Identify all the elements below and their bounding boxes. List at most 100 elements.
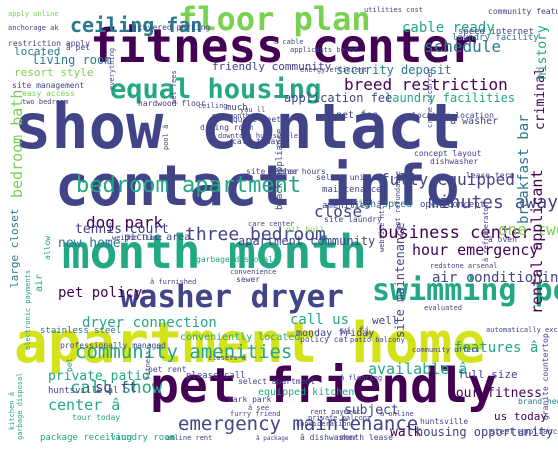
word-online-rent: online rent	[166, 434, 212, 442]
word-huntsville-al: huntsville al	[48, 386, 118, 396]
word-much: much	[226, 103, 248, 113]
word-speed-internet: speed internet	[458, 27, 534, 37]
word-call-show: call show	[70, 378, 163, 398]
word-site-management: site management	[12, 81, 84, 90]
word-concept-layout: energy efficient	[300, 66, 367, 74]
word-us-today: us today	[494, 410, 547, 423]
word-anchorage-ak: anchorage ak	[8, 24, 59, 32]
word-located: located	[14, 45, 60, 58]
word-show-contact: show contact	[14, 90, 462, 163]
word-ceiling-fan: ceiling fan	[70, 13, 202, 37]
word-electronic-payments: electronic payments	[24, 270, 32, 350]
word-everything: â package	[256, 435, 289, 442]
word-you-ll: call today	[232, 137, 280, 146]
word-subject: subject	[344, 403, 399, 418]
word-pet-rent: rent payment	[310, 408, 361, 416]
word-hour-emergency: hour emergency	[412, 241, 538, 259]
word-walk: walk	[390, 425, 421, 440]
word-downtown-huntsville: sewer	[236, 275, 260, 284]
word-amenities: amenities â	[322, 201, 382, 211]
word-call-today: downtown huntsville	[218, 132, 298, 140]
word-office-hours: office hours	[268, 167, 326, 176]
word-bedroom-bath: bedroom bath	[8, 90, 26, 198]
word-lease-term: location location	[412, 111, 494, 120]
word-flooring: furry friend	[230, 410, 281, 418]
word-tennis-court: tennis court	[75, 222, 169, 237]
word-criminal: criminal	[533, 67, 548, 130]
word-equipped-kitchen: equipped kitchen	[258, 387, 354, 398]
word-conveniently-located: conveniently located	[180, 332, 300, 343]
word-redstone-arsenal: concept layout	[414, 149, 482, 158]
word-care-center: community offers	[412, 346, 479, 354]
word-black-appliance: black appliance	[275, 129, 285, 210]
word-allow: allow	[43, 236, 52, 260]
word-available: available â	[368, 360, 467, 378]
word-not-refundable: weight limit	[112, 234, 163, 242]
word-air: air	[34, 274, 45, 292]
word-emergency-maintenance: emergency maintenance	[178, 413, 418, 435]
word-sq-ft: sq ft	[95, 380, 137, 396]
word-close: close	[314, 202, 362, 221]
word-per-month: per month	[212, 112, 250, 120]
word-automatically-exclude: patio balcony	[350, 336, 405, 344]
word-a-pet: â pet	[66, 43, 90, 52]
word-furnished: â online	[380, 410, 414, 418]
word-apartment-community: apartment community	[238, 234, 375, 248]
word-online: consideration	[296, 420, 351, 428]
word-minutes-away: minutes away	[428, 192, 558, 213]
word-pet-fee: pet fee	[336, 110, 378, 121]
word-select-unit: select unit	[316, 173, 369, 182]
word-community-amenities: community amenities	[75, 341, 292, 363]
word-granite-countertop: granite countertop	[541, 333, 550, 420]
word-fitness-center: fitness center	[90, 19, 478, 73]
word-utilities-cost: utilities cost	[364, 6, 423, 14]
word-site-washer: site washer	[246, 167, 299, 176]
word-brand-new: brand new	[518, 397, 558, 406]
word-refrigerator: redstone arsenal	[430, 262, 497, 270]
word-kitchen: tour today	[72, 413, 120, 422]
word-rental-applicant: rental applicant	[528, 170, 546, 315]
word-restriction-apply: restriction apply	[8, 39, 90, 48]
word-washer-dryer: washer dryer	[120, 279, 344, 315]
word-patio-balcony: steel appliance	[490, 427, 558, 436]
word-well: well	[372, 314, 399, 327]
word-full-size: full size	[458, 368, 518, 381]
word-breed-restriction: breed restriction	[344, 75, 508, 94]
word-contact-info: contact info	[55, 154, 460, 219]
word-housing-opportunity: housing opportunity	[416, 425, 553, 439]
word-square-feet: square feet	[228, 115, 281, 124]
word-maintenance: maintenance	[322, 185, 382, 195]
word-package: â cable	[274, 38, 304, 46]
word-easy-access: easy access	[22, 89, 75, 98]
word-fully-equipped: fully equipped	[380, 170, 515, 189]
word-month-lease: month lease	[340, 433, 393, 442]
word-tour-today: kitchen â	[8, 392, 16, 430]
word-community-features: community features	[488, 7, 558, 16]
word-cable-ready: cable ready	[402, 20, 495, 36]
word-fitness: not refundable	[394, 171, 402, 230]
word-select-apartment: select apartment	[238, 377, 315, 386]
word-month-month: month month	[62, 225, 367, 279]
word-package-receiving: package receiving	[40, 433, 132, 443]
word-weight-limit: closets â	[208, 354, 246, 362]
word-oven: â refrigerator	[482, 203, 490, 262]
word-closets: private balcony	[308, 414, 371, 422]
word-floor-plan: floor plan	[178, 0, 371, 38]
word-resort-style: resort style	[14, 66, 93, 79]
word-open-concept: open concept	[420, 200, 485, 210]
word-wi-fi: wi fi	[340, 326, 370, 337]
word-hardwood-floor: hardwood floor	[138, 99, 206, 108]
word-crime-occurred: care center	[248, 220, 294, 228]
word-please-call: please call	[186, 371, 246, 381]
word-monday-friday: monday friday	[296, 328, 374, 339]
word-professionally-managed: professionally managed	[60, 341, 166, 350]
word-dryer-connection: dryer connection	[82, 315, 217, 331]
word-dishwasher-a: â dishwasher	[300, 433, 358, 442]
word-dog-park: dog park	[86, 213, 163, 232]
word-steel-appliance: huntsville	[420, 417, 468, 426]
word-hour-fitness: hour fitness	[448, 386, 542, 401]
word-apply-online: apply online	[8, 10, 59, 18]
word-new-home: new home	[58, 236, 121, 251]
word-cable: convenience	[230, 268, 276, 276]
